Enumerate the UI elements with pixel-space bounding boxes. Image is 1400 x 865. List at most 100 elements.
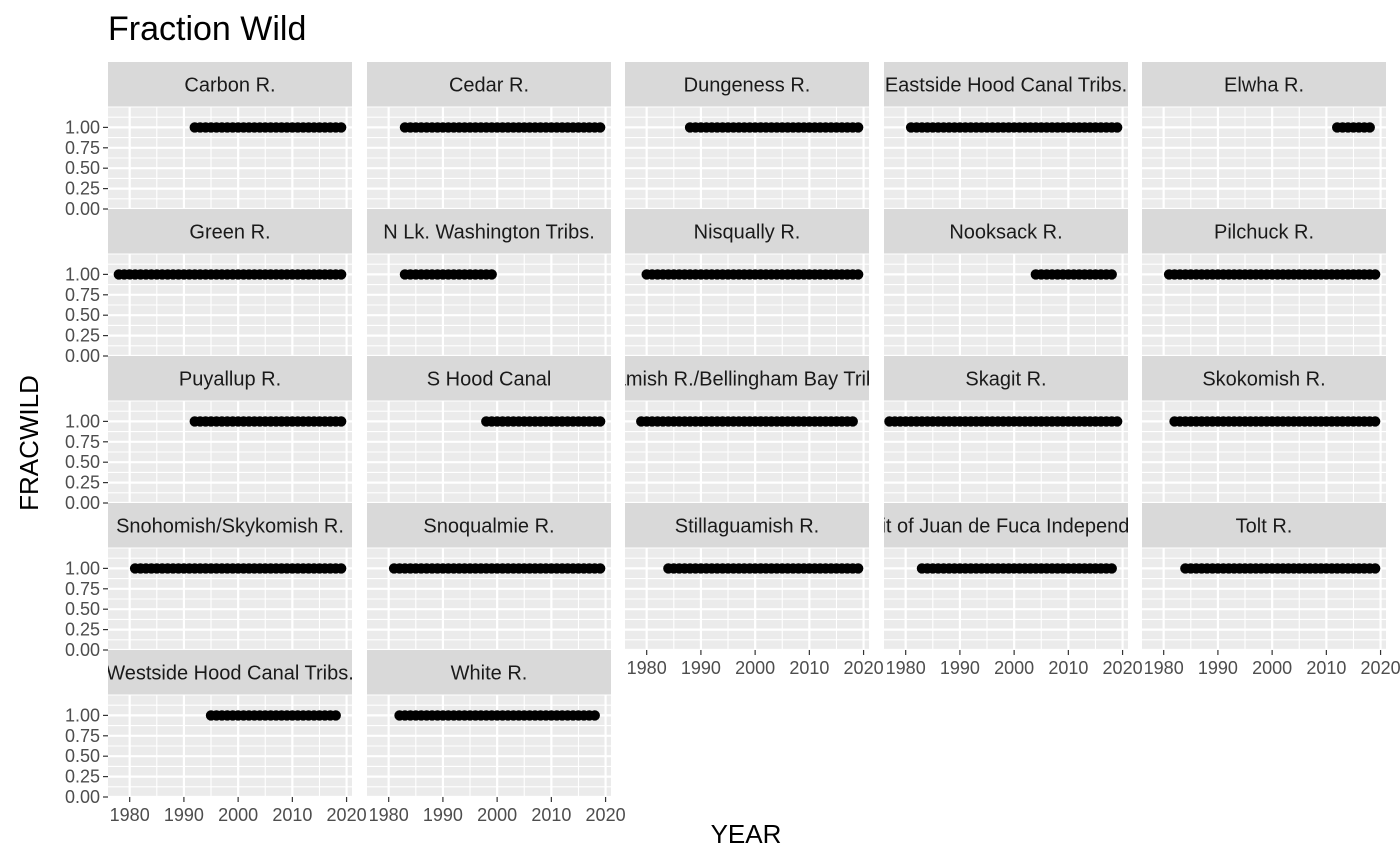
y-tick-label: 0.50 bbox=[65, 158, 100, 178]
x-tick-label: 1980 bbox=[110, 805, 150, 825]
y-axis-title: FRACWILD bbox=[14, 375, 44, 511]
y-tick-label: 0.50 bbox=[65, 305, 100, 325]
y-tick-label: 0.75 bbox=[65, 432, 100, 452]
data-point bbox=[486, 269, 497, 280]
facet-strip-label: Skokomish R. bbox=[1202, 369, 1325, 391]
facet-panel: N Lk. Washington Tribs. bbox=[367, 209, 611, 358]
x-tick-label: 2020 bbox=[327, 805, 367, 825]
facet-panel: Stillaguamish R. 1980 1990 2000 2010 2020 bbox=[625, 503, 884, 678]
data-point bbox=[852, 122, 864, 133]
facet-strip-label: Snohomish/Skykomish R. bbox=[116, 516, 344, 538]
facet-panel: Skokomish R. bbox=[1142, 356, 1386, 505]
y-tick-label: 1.00 bbox=[65, 264, 100, 284]
facet-strip-label: Samish R./Bellingham Bay Tribs. bbox=[601, 369, 892, 391]
facet-strip bbox=[367, 209, 611, 254]
facet-strip bbox=[1142, 62, 1386, 107]
chart-title: Fraction Wild bbox=[108, 10, 306, 48]
facet-strip-label: Westside Hood Canal Tribs. bbox=[106, 663, 354, 685]
y-tick-label: 0.50 bbox=[65, 599, 100, 619]
y-tick-label: 0.00 bbox=[65, 199, 100, 219]
x-tick-label: 2000 bbox=[1252, 658, 1292, 678]
x-tick-label: 1990 bbox=[681, 658, 721, 678]
facet-strip-label: Puyallup R. bbox=[179, 369, 281, 391]
y-tick-label: 0.25 bbox=[65, 473, 100, 493]
data-point bbox=[847, 416, 858, 427]
facet-strip bbox=[367, 503, 611, 548]
facet-strip-label: Cedar R. bbox=[449, 75, 529, 97]
data-point bbox=[335, 122, 347, 133]
x-tick-label: 1980 bbox=[369, 805, 409, 825]
data-point bbox=[852, 563, 864, 574]
facet-panel: Puyallup R. 0.000.250.500.751.00 bbox=[65, 356, 352, 513]
facet-strip bbox=[884, 356, 1128, 401]
facet-panel: Cedar R. bbox=[367, 62, 611, 211]
facet-strip-label: Eastside Hood Canal Tribs. bbox=[885, 75, 1127, 97]
data-point bbox=[1106, 269, 1117, 280]
x-tick-label: 1980 bbox=[627, 658, 667, 678]
y-tick-label: 1.00 bbox=[65, 558, 100, 578]
facet-panel: Westside Hood Canal Tribs. 0.000.250.500.… bbox=[65, 650, 367, 825]
facet-strip-label: Nooksack R. bbox=[949, 222, 1062, 244]
facet-strip bbox=[884, 62, 1128, 107]
facet-strip-label: S Hood Canal bbox=[427, 369, 552, 391]
x-tick-label: 1980 bbox=[886, 658, 926, 678]
facet-strip-label: Green R. bbox=[189, 222, 270, 244]
facet-panel: Dungeness R. bbox=[625, 62, 869, 211]
x-tick-label: 2000 bbox=[994, 658, 1034, 678]
x-tick-label: 2000 bbox=[735, 658, 775, 678]
data-point bbox=[1106, 563, 1117, 574]
y-tick-label: 0.00 bbox=[65, 346, 100, 366]
y-tick-label: 0.00 bbox=[65, 787, 100, 807]
facet-strip-label: Snoqualmie R. bbox=[423, 516, 554, 538]
facet-strip bbox=[108, 503, 352, 548]
y-tick-label: 0.75 bbox=[65, 285, 100, 305]
facet-strip-label: Nisqually R. bbox=[694, 222, 801, 244]
facet-panel: Skagit R. bbox=[884, 356, 1128, 505]
facet-strip-label: Strait of Juan de Fuca Independents bbox=[845, 516, 1167, 538]
facet-strip-label: Elwha R. bbox=[1224, 75, 1304, 97]
y-tick-label: 0.00 bbox=[65, 493, 100, 513]
data-point bbox=[1111, 416, 1123, 427]
facet-panel: Elwha R. bbox=[1142, 62, 1386, 211]
data-point bbox=[335, 416, 347, 427]
facet-panel: Pilchuck R. bbox=[1142, 209, 1386, 358]
x-tick-label: 2010 bbox=[272, 805, 312, 825]
x-tick-label: 2010 bbox=[531, 805, 571, 825]
data-point bbox=[335, 269, 347, 280]
facet-panel: Nooksack R. bbox=[884, 209, 1128, 358]
y-tick-label: 0.25 bbox=[65, 620, 100, 640]
panels-group: Carbon R.0.000.250.500.751.00 Cedar R. Dun… bbox=[65, 62, 1400, 825]
facet-strip bbox=[367, 650, 611, 695]
facet-strip bbox=[1142, 209, 1386, 254]
data-point bbox=[594, 122, 606, 133]
y-tick-label: 1.00 bbox=[65, 117, 100, 137]
facet-strip bbox=[625, 209, 869, 254]
facet-strip bbox=[108, 356, 352, 401]
y-tick-label: 0.00 bbox=[65, 640, 100, 660]
facet-strip-label: Dungeness R. bbox=[684, 75, 811, 97]
data-point bbox=[594, 563, 606, 574]
facet-strip-label: Pilchuck R. bbox=[1214, 222, 1314, 244]
data-point bbox=[1369, 563, 1381, 574]
y-tick-label: 0.50 bbox=[65, 746, 100, 766]
x-tick-label: 1990 bbox=[423, 805, 463, 825]
facet-panel: S Hood Canal bbox=[367, 356, 611, 505]
x-tick-label: 1990 bbox=[940, 658, 980, 678]
facet-panel: Nisqually R. bbox=[625, 209, 869, 358]
facet-panel: Carbon R. 0.000.250.500.751.00 bbox=[65, 62, 352, 219]
y-tick-label: 0.25 bbox=[65, 179, 100, 199]
facet-strip bbox=[367, 62, 611, 107]
facet-strip-label: Skagit R. bbox=[965, 369, 1046, 391]
data-point bbox=[1111, 122, 1123, 133]
facet-panel: Green R. 0.000.250.500.751.00 bbox=[65, 209, 352, 366]
x-tick-label: 2020 bbox=[586, 805, 626, 825]
facet-strip bbox=[1142, 503, 1386, 548]
facet-panel: White R. 1980 1990 2000 2010 2020 bbox=[367, 650, 626, 825]
facet-strip-label: N Lk. Washington Tribs. bbox=[383, 222, 595, 244]
y-tick-label: 0.75 bbox=[65, 579, 100, 599]
x-tick-label: 2010 bbox=[1048, 658, 1088, 678]
data-point bbox=[852, 269, 864, 280]
facet-strip bbox=[1142, 356, 1386, 401]
data-point bbox=[1369, 269, 1381, 280]
facet-strip bbox=[884, 503, 1128, 548]
